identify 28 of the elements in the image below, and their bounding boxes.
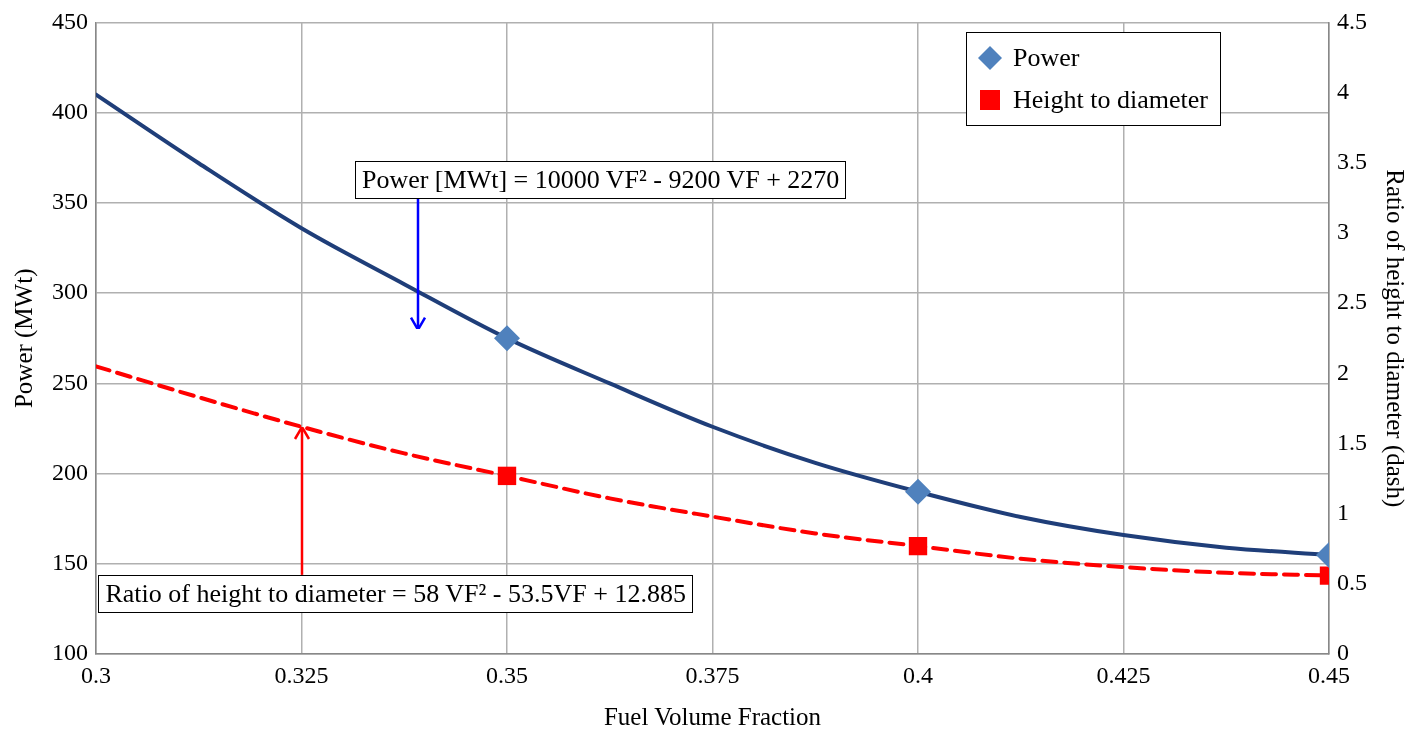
- y-tick-label: 300: [52, 278, 88, 305]
- y-axis-title: Power (MWt): [9, 268, 38, 409]
- legend-label: Power: [1013, 43, 1080, 74]
- x-tick-label: 0.325: [274, 661, 329, 688]
- y2-tick-label: 3.5: [1337, 148, 1367, 175]
- x-tick-label: 0.375: [685, 661, 740, 688]
- y2-axis-title: Ratio of height to diameter (dash): [1381, 169, 1410, 508]
- x-tick-label: 0.425: [1096, 661, 1151, 688]
- y2-tick-label: 1.5: [1337, 428, 1367, 455]
- annotation: Ratio of height to diameter = 58 VF² - 53.5VF + 12.885: [98, 574, 693, 613]
- y2-tick-label: 0.5: [1337, 569, 1367, 596]
- y-tick-label: 400: [52, 97, 88, 124]
- y2-tick-label: 2: [1337, 358, 1349, 385]
- y2-tick-label: 2.5: [1337, 288, 1367, 315]
- y2-tick-label: 4.5: [1337, 7, 1367, 34]
- y2-tick-label: 3: [1337, 218, 1349, 245]
- y2-tick-label: 4: [1337, 77, 1349, 104]
- annotation: Power [MWt] = 10000 VF² - 9200 VF + 2270: [354, 160, 847, 199]
- y-tick-label: 150: [52, 549, 88, 576]
- y-tick-label: 450: [52, 7, 88, 34]
- x-tick-label: 0.35: [486, 661, 528, 688]
- x-tick-label: 0.4: [903, 661, 933, 688]
- x-axis-title: Fuel Volume Fraction: [603, 702, 822, 730]
- y-tick-label: 350: [52, 188, 88, 215]
- y-tick-label: 250: [52, 368, 88, 395]
- y2-tick-label: 1: [1337, 499, 1349, 526]
- y-tick-label: 200: [52, 458, 88, 485]
- legend-label: Height to diameter: [1013, 85, 1208, 116]
